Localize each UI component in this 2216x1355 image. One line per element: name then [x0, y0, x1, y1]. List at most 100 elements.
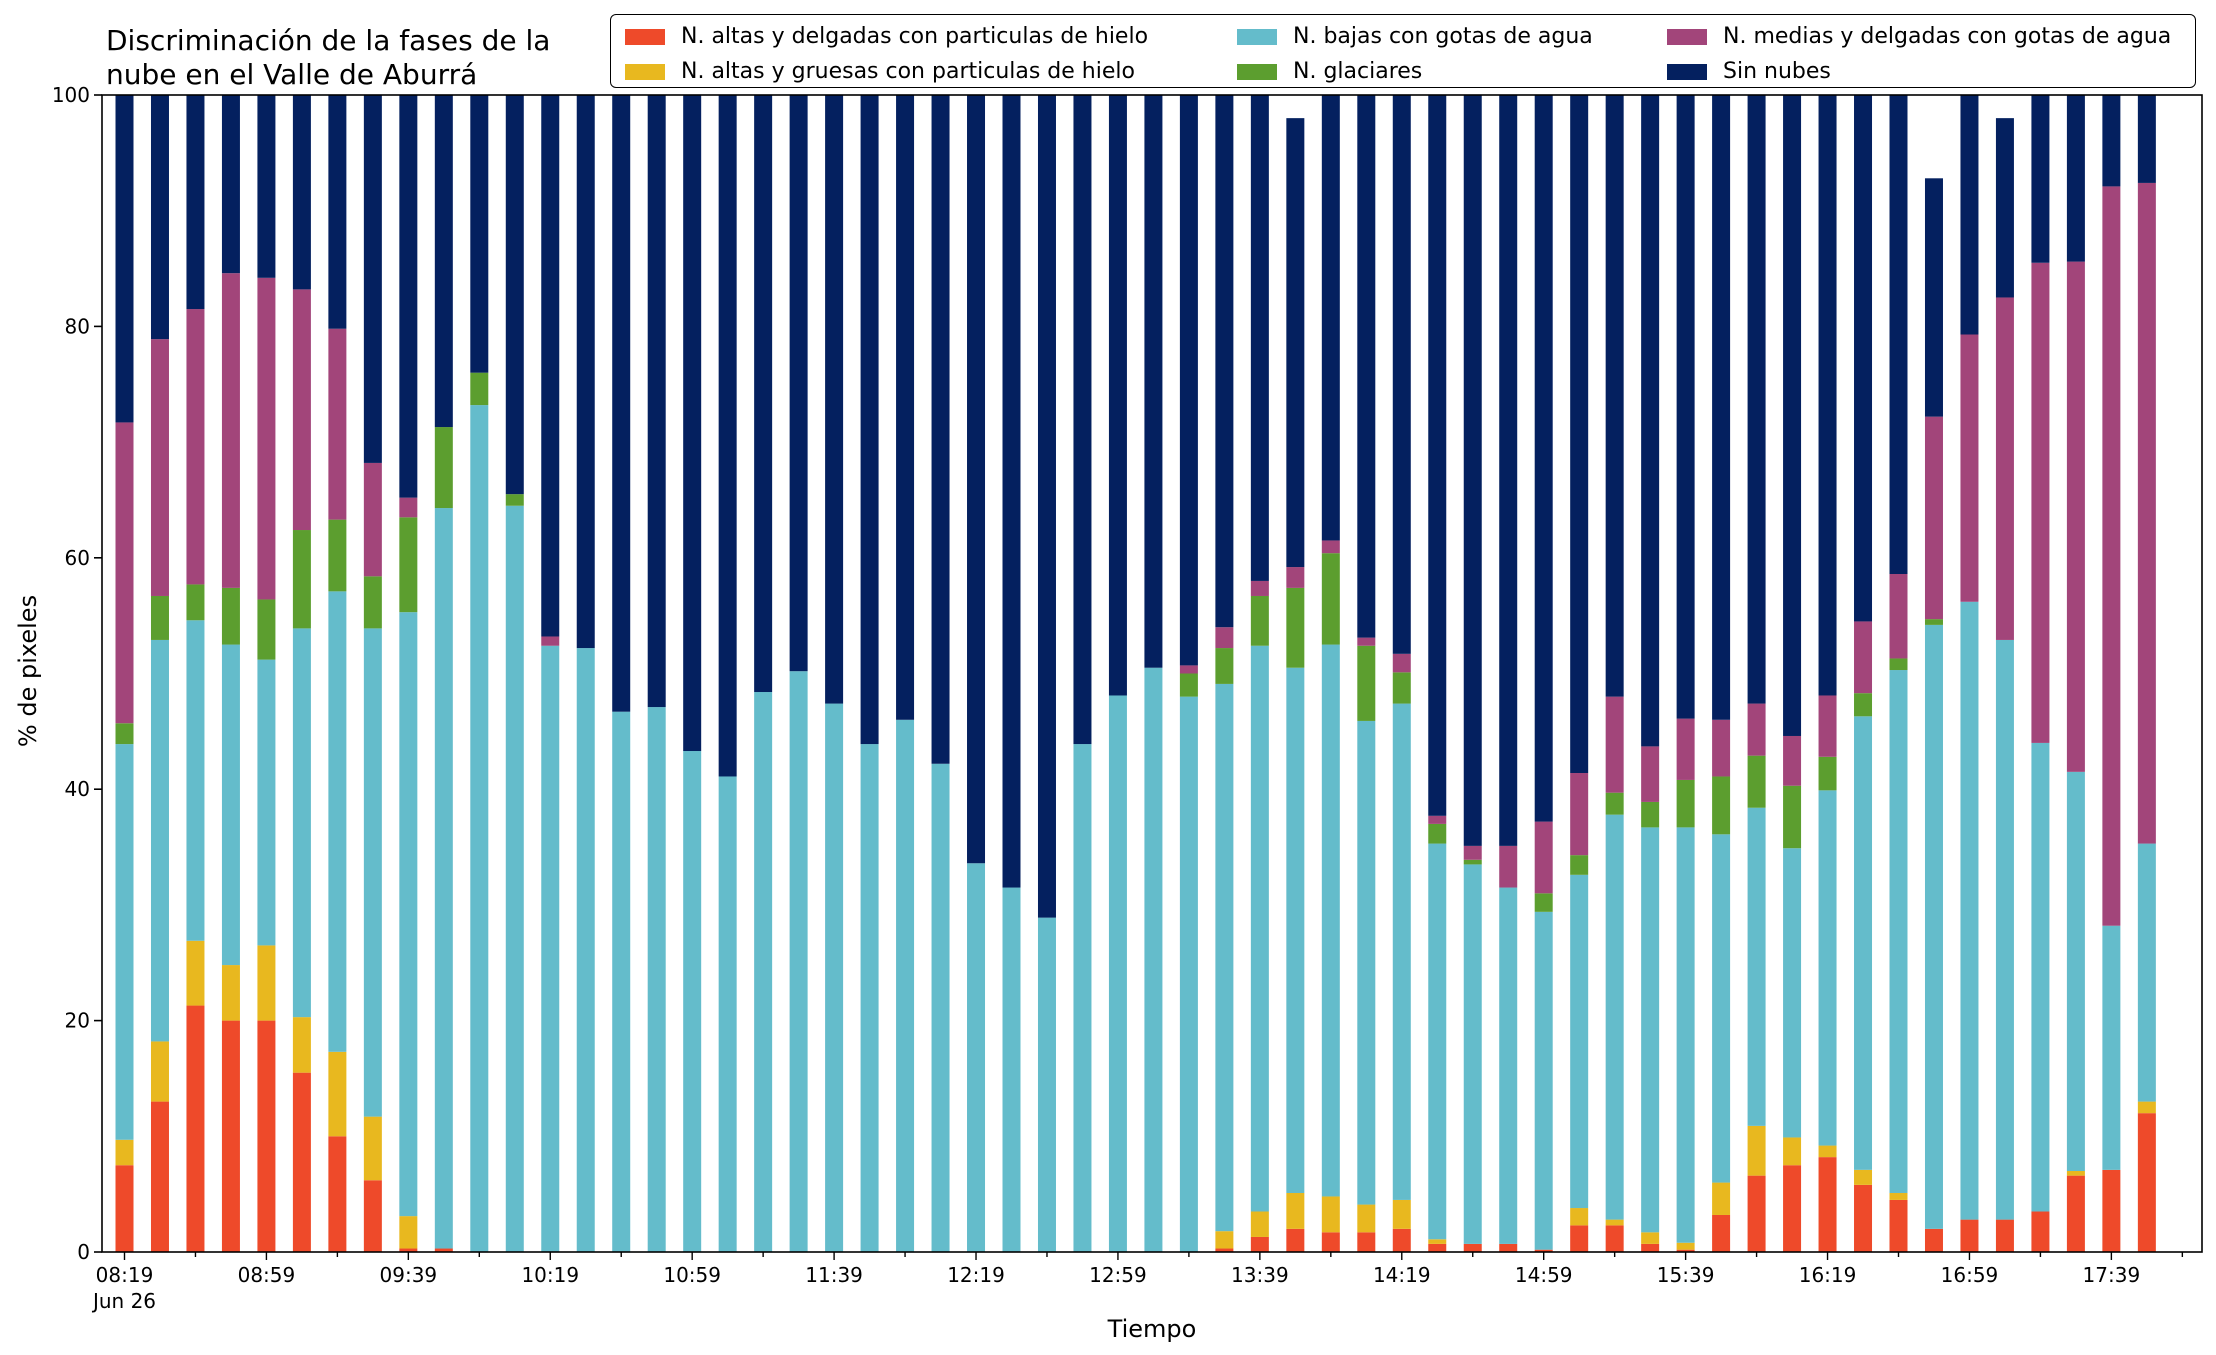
bar-segment	[2031, 95, 2050, 263]
plot-frame	[101, 94, 2203, 1253]
bar-segment	[1357, 1204, 1376, 1233]
bar-segment	[1428, 1239, 1447, 1244]
bar-segment	[257, 659, 276, 946]
bar-segment	[576, 95, 595, 649]
bar-segment	[647, 707, 666, 1252]
bar-segment	[399, 95, 418, 498]
bar-segment	[1889, 1192, 1908, 1200]
bar-segment	[292, 289, 311, 531]
bar-segment	[1676, 718, 1695, 780]
legend-item: Sin nubes	[1667, 54, 2187, 89]
bar-segment	[1641, 1232, 1660, 1244]
bar-segment	[1250, 580, 1269, 596]
bar-segment	[1321, 95, 1340, 541]
legend-label: N. altas y gruesas con particulas de hie…	[681, 59, 1135, 84]
bar-segment	[1357, 637, 1376, 646]
bar-segment	[1747, 807, 1766, 1126]
x-tick-label: 10:59	[663, 1263, 721, 1287]
bar-segment	[1818, 95, 1837, 696]
bar-segment	[399, 497, 418, 518]
bar-segment	[221, 644, 240, 966]
bar-segment	[1250, 645, 1269, 1212]
bar-segment	[115, 95, 134, 423]
bar-segment	[399, 612, 418, 1217]
bar-segment	[1783, 735, 1802, 786]
bar-segment	[1924, 416, 1943, 620]
bar-segment	[1924, 619, 1943, 625]
y-tick-label: 100	[52, 83, 90, 107]
bar-segment	[328, 1051, 347, 1137]
bar-segment	[1499, 887, 1518, 1244]
bar-segment	[505, 505, 524, 1252]
bar-segment	[1108, 95, 1127, 696]
legend-label: N. glaciares	[1293, 59, 1423, 84]
bar-segment	[470, 405, 489, 1253]
bar-segment	[1179, 696, 1198, 1252]
x-tick-label: 10:19	[521, 1263, 579, 1287]
bar-segment	[1854, 621, 1873, 694]
bar-segment	[2066, 1175, 2085, 1252]
legend-swatch	[1667, 28, 1707, 45]
bar-segment	[1783, 95, 1802, 736]
bar-segment	[2066, 261, 2085, 772]
bar-segment	[683, 95, 702, 752]
bar-segment	[115, 422, 134, 724]
y-tick-label: 0	[77, 1240, 90, 1264]
bar-segment	[576, 648, 595, 1252]
bar-segment	[1854, 1184, 1873, 1252]
bar-segment	[1215, 648, 1234, 684]
bar-segment	[363, 628, 382, 1117]
bar-segment	[150, 339, 169, 596]
legend-item: N. altas y gruesas con particulas de hie…	[625, 54, 1237, 89]
bar-segment	[1747, 95, 1766, 704]
bar-segment	[1605, 1219, 1624, 1226]
bar-segment	[221, 587, 240, 645]
bar-segment	[612, 711, 631, 1252]
bar-segment	[1570, 874, 1589, 1209]
bar-segment	[1144, 667, 1163, 1252]
bar-segment	[754, 692, 773, 1252]
bar-segment	[1818, 1157, 1837, 1252]
bar-segment	[541, 636, 560, 646]
legend-item: N. bajas con gotas de agua	[1237, 19, 1667, 54]
bar-segment	[115, 1165, 134, 1252]
bar-segment	[1676, 779, 1695, 828]
bar-segment	[150, 1041, 169, 1102]
bar-segment	[1499, 845, 1518, 888]
bar-segment	[1712, 1182, 1731, 1215]
bar-segment	[1321, 644, 1340, 1197]
bar-segment	[1960, 1219, 1979, 1252]
bar-segment	[399, 517, 418, 613]
bar-segment	[1747, 755, 1766, 808]
bar-segment	[1392, 1199, 1411, 1229]
bar-segment	[505, 95, 524, 495]
x-tick-label: 14:59	[1515, 1263, 1573, 1287]
x-tick-label: 12:59	[1089, 1263, 1147, 1287]
bar-segment	[2137, 843, 2156, 1102]
x-date-label: Jun 26	[91, 1289, 156, 1313]
bar-segment	[541, 645, 560, 1252]
bar-segment	[150, 95, 169, 340]
bar-segment	[1534, 911, 1553, 1250]
bar-segment	[2137, 1113, 2156, 1252]
bar-segment	[1712, 776, 1731, 835]
bar-segment	[1357, 1232, 1376, 1252]
bar-segment	[718, 95, 737, 777]
bar-segment	[896, 719, 915, 1252]
bar-segment	[1321, 540, 1340, 554]
x-tick-label: 12:19	[947, 1263, 1005, 1287]
bar-segment	[257, 95, 276, 278]
bar-segment	[1712, 834, 1731, 1183]
bar-segment	[2031, 1211, 2050, 1252]
bar-segment	[1854, 716, 1873, 1170]
bar-segment	[1250, 95, 1269, 581]
bar-segment	[931, 95, 950, 764]
bar-segment	[434, 95, 453, 428]
legend-label: N. altas y delgadas con particulas de hi…	[681, 24, 1149, 49]
bar-segment	[1605, 696, 1624, 793]
x-tick-label: 17:39	[2083, 1263, 2141, 1287]
bar-segment	[860, 744, 879, 1252]
bar-segment	[754, 95, 773, 693]
bar-segment	[363, 576, 382, 629]
bar-segment	[115, 1139, 134, 1166]
